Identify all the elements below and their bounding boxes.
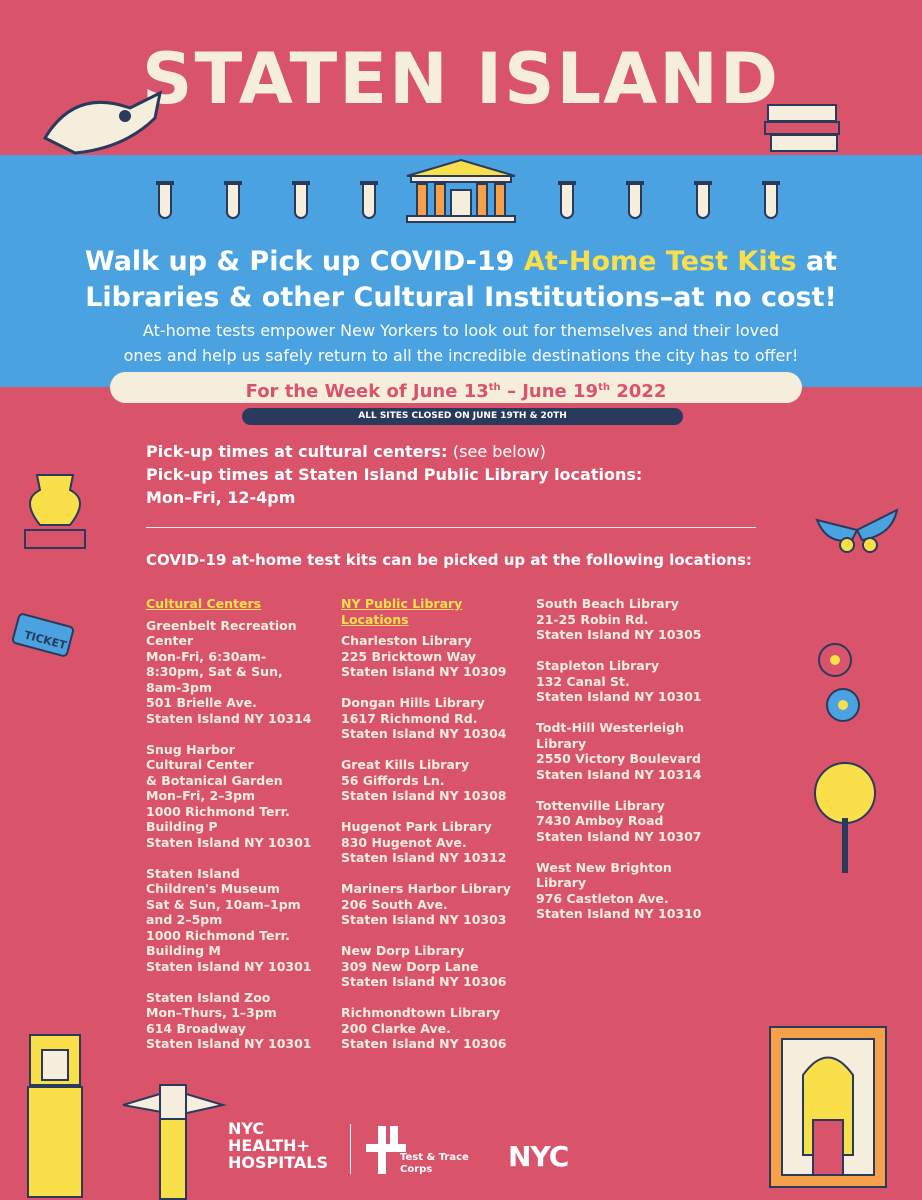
locations-heading: COVID-19 at-home test kits can be picked… (146, 551, 752, 569)
column-heading: Cultural Centers (146, 596, 262, 611)
totem-pole-icon (122, 1084, 227, 1200)
books-icon (764, 104, 840, 152)
page-title: STATEN ISLAND (142, 38, 780, 120)
location-entry: Greenbelt Recreation Center Mon-Fri, 6:3… (146, 617, 312, 726)
week-text: For the Week of June 13 (245, 381, 489, 402)
pickup-cultural-note: (see below) (452, 442, 546, 461)
divider (146, 527, 756, 528)
dinosaur-skull-icon (42, 90, 163, 155)
location-entry: Staten Island Children's Museum Sat & Su… (146, 865, 312, 974)
footer-logos: NYC HEALTH+ HOSPITALS Test & Trace Corps… (228, 1120, 598, 1180)
location-entry: Stapleton Library 132 Canal St. Staten I… (536, 658, 702, 704)
location-entry: Dongan Hills Library 1617 Richmond Rd. S… (341, 695, 507, 741)
week-sup: th (598, 382, 610, 393)
column-library-locations-continued: South Beach Library 21-25 Robin Rd. Stat… (536, 596, 726, 937)
vase-icon (24, 474, 86, 549)
nyc-logo: NYC (508, 1140, 569, 1173)
location-entry: New Dorp Library 309 New Dorp Lane State… (341, 943, 507, 989)
nyc-health-hospitals-logo: NYC HEALTH+ HOSPITALS (228, 1119, 328, 1172)
test-tube-icon (224, 181, 242, 219)
headline-text: at (796, 246, 838, 277)
subtext: At-home tests empower New Yorkers to loo… (0, 318, 922, 368)
logo-divider (350, 1124, 351, 1174)
test-tube-icon (694, 181, 712, 219)
location-entry: West New Brighton Library 976 Castleton … (536, 859, 702, 922)
butterfly-icon (815, 508, 899, 553)
test-trace-corps-logo: Test & Trace Corps (400, 1152, 469, 1175)
museum-building-icon (406, 158, 516, 223)
closed-notice: ALL SITES CLOSED ON JUNE 19TH & 20TH (242, 408, 683, 425)
column-cultural-centers: Cultural Centers Greenbelt Recreation Ce… (146, 596, 336, 1067)
pickup-library-hours: Mon–Fri, 12-4pm (146, 488, 296, 507)
flowers-icon (818, 643, 860, 722)
location-entry: Mariners Harbor Library 206 South Ave. S… (341, 881, 511, 927)
location-entry: Staten Island Zoo Mon–Thurs, 1–3pm 614 B… (146, 989, 312, 1052)
location-entry: Todt-Hill Westerleigh Library 2550 Victo… (536, 720, 702, 782)
week-sup: th (488, 382, 501, 393)
location-entry: Tottenville Library 7430 Amboy Road Stat… (536, 797, 702, 844)
test-tube-icon (626, 181, 644, 219)
pickup-cultural-label: Pick-up times at cultural centers: (146, 442, 448, 461)
column-heading: NY Public Library Locations (341, 596, 463, 627)
test-tube-icon (292, 181, 310, 219)
pharaoh-statue-icon (27, 1034, 83, 1198)
column-library-locations: NY Public Library Locations Charleston L… (341, 596, 531, 1067)
headline: Walk up & Pick up COVID-19 At-Home Test … (0, 244, 922, 316)
location-entry: Richmondtown Library 200 Clarke Ave. Sta… (341, 1005, 507, 1051)
location-entry: Great Kills Library 56 Giffords Ln. Stat… (341, 757, 507, 803)
headline-text: Walk up & Pick up COVID-19 (84, 246, 524, 277)
subtext-line-1: At-home tests empower New Yorkers to loo… (142, 321, 780, 340)
test-tube-icon (558, 181, 576, 219)
subtext-line-2: ones and help us safely return to all th… (123, 346, 799, 365)
headline-line-2: Libraries & other Cultural Institutions–… (85, 282, 837, 313)
location-entry: Charleston Library 225 Bricktown Way Sta… (341, 633, 507, 679)
portrait-painting-icon (769, 1026, 887, 1188)
test-tube-icon (156, 181, 174, 219)
headline-highlight: At-Home Test Kits (523, 246, 797, 277)
week-text: 2022 (609, 381, 667, 402)
test-tube-icon (360, 181, 378, 219)
tree-icon (814, 762, 876, 873)
pickup-library-label: Pick-up times at Staten Island Public Li… (146, 465, 643, 484)
location-entry: Hugenot Park Library 830 Hugenot Ave. St… (341, 819, 507, 865)
test-trace-cross-icon (366, 1126, 406, 1174)
tickets-icon: TICKET (11, 613, 75, 657)
test-tube-icon (762, 181, 780, 219)
week-text: – June 19 (500, 381, 599, 402)
location-entry: South Beach Library 21-25 Robin Rd. Stat… (536, 596, 702, 642)
week-banner: For the Week of June 13th – June 19th 20… (110, 372, 802, 403)
pickup-times: Pick-up times at cultural centers: (see … (146, 440, 642, 509)
location-entry: Snug Harbor Cultural Center & Botanical … (146, 741, 312, 850)
